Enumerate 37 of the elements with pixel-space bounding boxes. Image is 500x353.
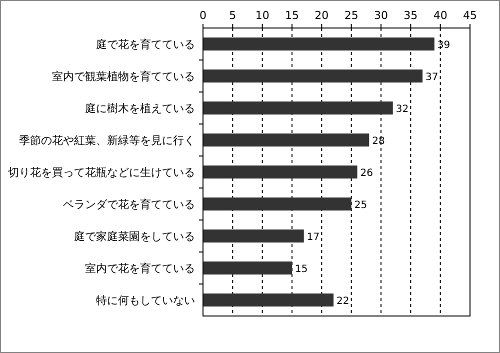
data-label: 32 [396,104,409,115]
data-label: 25 [354,200,368,211]
bar [203,166,358,178]
bar [203,198,352,210]
bar [203,38,434,50]
x-tick-label: 15 [285,9,299,22]
x-tick-label: 5 [229,9,236,22]
data-label: 26 [360,168,373,179]
bar [203,294,334,306]
data-label: 28 [372,136,385,147]
y-tick-label: 庭で花を育てている [96,38,195,51]
x-tick-label: 45 [463,9,477,22]
x-tick-label: 20 [314,9,329,22]
data-label: 15 [295,264,308,275]
bar [203,262,292,274]
x-tick-label: 25 [344,9,358,22]
x-tick-label: 0 [200,9,206,22]
bar [203,102,393,114]
y-tick-label: 切り花を買って花瓶などに生けている [8,166,195,179]
x-tick-label: 40 [433,9,448,22]
y-tick-label: 庭で家庭菜園をしている [74,230,195,243]
x-tick-label: 35 [404,9,418,22]
y-tick-label: 特に何もしていない [96,294,195,307]
y-tick-label: 庭に樹木を植えている [85,102,195,115]
y-tick-label: 室内で花を育てている [85,262,195,275]
data-label: 22 [336,296,350,307]
x-tick-label: 30 [374,9,388,22]
data-label: 39 [437,40,450,51]
x-tick-label: 10 [255,9,270,22]
data-label: 17 [306,232,320,243]
y-tick-label: ベランダで花を育てている [63,198,195,211]
bar [203,70,423,82]
bar [203,230,304,242]
bar [203,134,370,146]
data-label: 37 [426,72,438,83]
y-tick-label: 季節の花や紅葉、新緑等を見に行く [19,134,195,147]
y-tick-label: 室内で観葉植物を育てている [52,70,195,83]
